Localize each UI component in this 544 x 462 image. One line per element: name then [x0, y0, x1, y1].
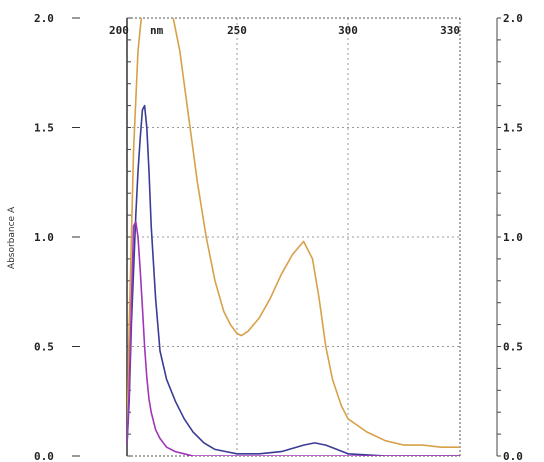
right-y-tick-label: 2.0: [503, 12, 523, 25]
series-line-1: [127, 18, 460, 449]
right-y-tick-label: 0.5: [503, 341, 523, 354]
x-tick-label: 250: [227, 24, 247, 37]
series-line-2: [127, 104, 460, 456]
y-tick-label: 0.5: [34, 341, 54, 354]
y-tick-label: 1.5: [34, 122, 54, 135]
y-tick-label: 2.0: [34, 12, 54, 25]
y-tick-label: 0.0: [34, 450, 54, 462]
x-tick-label: 300: [338, 24, 358, 37]
right-panel-partial: 0.0 0.5 1.0 1.5 2.0: [496, 12, 523, 462]
series-line-3: [127, 220, 460, 456]
right-y-tick-label: 1.5: [503, 122, 523, 135]
x-axis-ticks: 200 250 300 330: [109, 24, 460, 37]
grid-lines: [127, 18, 460, 456]
y-axis-ticks: 0.0 0.5 1.0 1.5 2.0: [34, 12, 80, 462]
x-tick-label: 330: [440, 24, 460, 37]
right-y-tick-label: 1.0: [503, 231, 523, 244]
series-layer: [127, 18, 460, 456]
x-tick-label: 200: [109, 24, 129, 37]
y-tick-label: 1.0: [34, 231, 54, 244]
y-axis-label: Absorbance A: [7, 206, 17, 269]
right-y-tick-label: 0.0: [503, 450, 523, 462]
x-unit-label: nm: [150, 24, 164, 37]
